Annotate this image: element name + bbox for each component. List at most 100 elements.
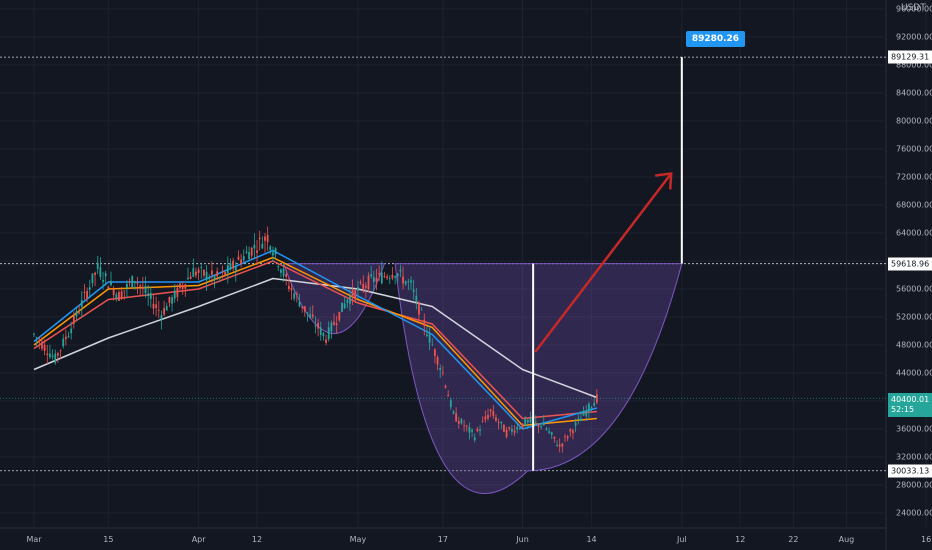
candle-body [386,276,389,279]
candle-body [566,436,569,439]
x-tick-label: Aug [838,535,855,544]
candle-body [54,353,57,363]
candle-body [176,288,179,297]
candle-body [112,289,115,296]
candle-body [126,283,128,288]
candle-body [226,265,229,273]
candle-body [131,276,134,288]
candle-body [88,287,91,290]
candle-body [465,425,468,427]
candle-body [80,300,83,307]
candle-body [500,421,503,424]
candle-body [452,411,455,414]
candle-body [274,248,277,255]
candle-body [110,280,112,285]
candle-body [72,315,75,324]
candle-body [147,293,150,297]
candle-body [388,278,391,280]
candle-body [168,296,171,303]
candle-body [290,287,293,291]
candle-body [237,256,240,260]
candle-body [362,283,365,290]
candle-body [423,319,426,327]
candle-body [577,418,580,420]
candle-body [441,372,444,374]
candle-body [280,269,282,273]
candle-body [476,428,479,432]
candle-body [120,291,123,299]
y-tick-label: 96000.00 [896,4,932,14]
x-tick-label: 15 [103,535,114,544]
candle-body [444,385,447,388]
y-tick-label: 72000.00 [896,172,932,182]
candle-body [457,420,460,424]
x-tick-label: 17 [437,535,448,544]
candle-body [354,290,357,300]
cup-pattern [394,263,683,494]
candle-body [295,293,298,295]
candle-body [266,235,269,243]
candle-body [229,263,232,270]
candle-body [463,425,466,427]
candle-body [529,418,532,423]
candle-body [179,283,181,289]
candle-body [86,291,88,299]
y-tick-label: 68000.00 [896,200,932,210]
candle-body [508,427,511,429]
candle-body [298,301,301,307]
candle-body [149,292,152,299]
candle-body [372,277,375,283]
candle-body [590,407,593,409]
candle-body [224,272,227,276]
candle-body [107,286,110,289]
y-tick-label: 92000.00 [896,32,932,42]
candle-body [248,252,250,260]
candle-body [96,262,99,269]
candle-body [561,443,564,447]
candle-body [505,429,508,437]
candle-body [378,273,381,275]
candle-body [407,281,410,282]
candle-body [497,422,500,423]
y-tick-label: 32000.00 [896,452,932,462]
candle-body [141,286,144,290]
candle-body [221,271,224,273]
candle-body [64,336,67,340]
candle-body [123,290,126,292]
candle-body [402,276,404,284]
candle-body [460,419,463,424]
candle-body [205,271,208,281]
candle-body [595,394,598,403]
candle-body [232,260,235,269]
candle-body [564,436,566,438]
candle-body [556,445,558,447]
candle-body [513,430,516,433]
candle-body [471,429,473,432]
candle-body [394,276,396,278]
x-tick-label: 16 [920,535,932,544]
candle-body [245,251,248,253]
candle-body [526,419,529,423]
candle-body [144,286,147,294]
y-tick-label: 24000.00 [896,508,932,518]
candle-body [399,269,402,272]
y-tick-label: 84000.00 [896,88,932,98]
candle-body [370,274,373,277]
candle-body [338,311,341,321]
candle-body [256,250,258,253]
candle-body [184,284,187,289]
candle-body [359,282,362,284]
candle-body [83,292,86,293]
candle-body [210,270,213,275]
candle-body [62,338,65,347]
candle-body [187,277,189,280]
candle-body [293,293,296,299]
candle-body [558,444,561,447]
candle-body [78,312,81,314]
y-tick-label: 88000.00 [896,60,932,70]
candle-body [545,428,548,430]
y-tick-label: 44000.00 [896,368,932,378]
candle-body [436,357,439,365]
candle-body [330,322,333,332]
